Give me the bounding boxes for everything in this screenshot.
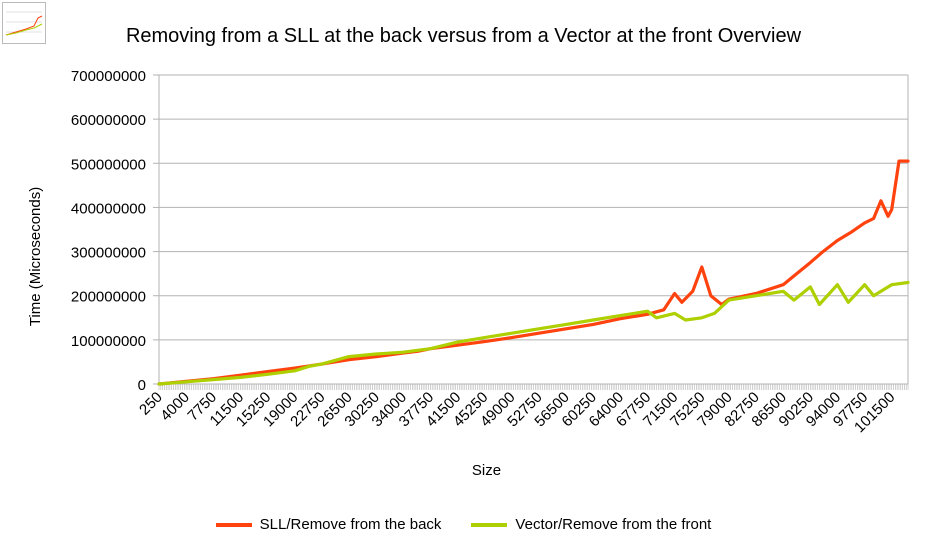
y-tick-label: 600000000 — [71, 112, 146, 129]
y-tick-label: 0 — [138, 377, 146, 394]
y-tick-label: 100000000 — [71, 333, 146, 350]
chart-title: Removing from a SLL at the back versus f… — [125, 25, 802, 47]
y-tick-label: 700000000 — [71, 68, 146, 85]
grid-lines — [159, 74, 908, 385]
legend-swatch-sll — [215, 522, 252, 527]
chart-thumbnail-icon — [2, 2, 46, 44]
series-line-vector — [157, 280, 910, 386]
y-tick-label: 300000000 — [71, 245, 146, 262]
legend-label-vector: Vector/Remove from the front — [515, 516, 712, 533]
legend-label-sll: SLL/Remove from the back — [259, 516, 442, 533]
series-lines — [157, 159, 910, 386]
x-axis-title: Size — [472, 462, 501, 479]
legend-item-vector: Vector/Remove from the front — [471, 516, 711, 533]
y-axis-title: Time (Microseconds) — [27, 187, 44, 326]
legend-item-sll: SLL/Remove from the back — [215, 516, 442, 533]
legend: SLL/Remove from the back Vector/Remove f… — [0, 516, 927, 533]
axis-labels: 700000000 600000000 500000000 400000000 3000… — [27, 68, 899, 479]
y-tick-label: 500000000 — [71, 156, 146, 173]
x-tick-label: 4000 — [157, 389, 193, 425]
y-tick-label: 400000000 — [71, 200, 146, 217]
y-tick-label: 200000000 — [71, 289, 146, 306]
axes — [153, 74, 909, 390]
legend-swatch-vector — [471, 522, 508, 527]
series-line-sll — [157, 159, 910, 386]
